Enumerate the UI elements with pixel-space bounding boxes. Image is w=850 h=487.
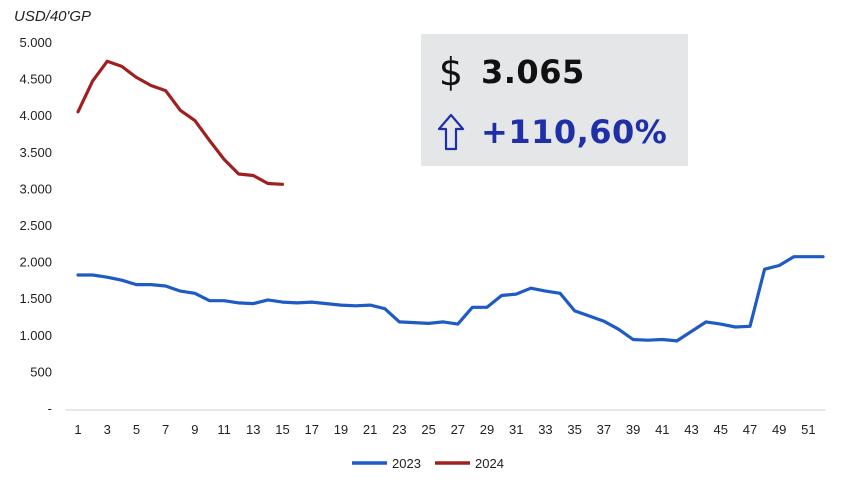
x-tick-label: 43 — [684, 422, 698, 437]
x-tick-label: 25 — [421, 422, 435, 437]
y-tick-label: 3.500 — [19, 145, 52, 160]
x-tick-label: 29 — [480, 422, 494, 437]
y-tick-label: 1.500 — [19, 291, 52, 306]
x-tick-label: 9 — [191, 422, 198, 437]
dollar-sign-icon: $ — [438, 50, 464, 94]
x-tick-label: 39 — [626, 422, 640, 437]
kpi-box: $ 3.065 +110,60% — [421, 34, 688, 166]
x-tick-label: 45 — [714, 422, 728, 437]
y-tick-label: 500 — [30, 364, 52, 379]
x-tick-label: 5 — [133, 422, 140, 437]
y-tick-label: 2.500 — [19, 218, 52, 233]
y-tick-label: 5.000 — [19, 35, 52, 50]
kpi-change-value: +110,60% — [481, 113, 668, 151]
series-line-2024 — [76, 59, 285, 186]
x-tick-label: 33 — [538, 422, 552, 437]
x-tick-label: 49 — [772, 422, 786, 437]
legend-label-2024: 2024 — [475, 456, 504, 471]
kpi-change-row: +110,60% — [421, 107, 688, 157]
x-tick-label: 31 — [509, 422, 523, 437]
x-tick-label: 51 — [801, 422, 815, 437]
x-tick-label: 7 — [162, 422, 169, 437]
series-layer — [76, 59, 825, 343]
x-tick-label: 41 — [655, 422, 669, 437]
y-axis-unit-label: USD/40'GP — [14, 8, 92, 25]
x-tick-label: 19 — [334, 422, 348, 437]
x-tick-label: 21 — [363, 422, 377, 437]
y-tick-label: 4.000 — [19, 108, 52, 123]
legend-label-2023: 2023 — [392, 456, 421, 471]
arrow-up-outline-icon — [421, 113, 481, 151]
y-tick-label: 1.000 — [19, 328, 52, 343]
x-tick-label: 17 — [304, 422, 318, 437]
x-tick-label: 3 — [104, 422, 111, 437]
kpi-price-value: 3.065 — [481, 53, 585, 91]
kpi-price-row: $ 3.065 — [421, 47, 688, 97]
x-tick-label: 15 — [275, 422, 289, 437]
x-tick-label: 1 — [74, 422, 81, 437]
y-tick-label: 3.000 — [19, 181, 52, 196]
x-tick-label: 27 — [451, 422, 465, 437]
x-tick-label: 37 — [597, 422, 611, 437]
legend: 2023 2024 — [352, 456, 504, 471]
y-tick-label: 2.000 — [19, 255, 52, 270]
x-tick-label: 11 — [217, 422, 231, 437]
x-tick-label: 23 — [392, 422, 406, 437]
x-tick-label: 13 — [246, 422, 260, 437]
y-tick-label: 4.500 — [19, 72, 52, 87]
series-line-2023 — [76, 255, 825, 343]
y-tick-label: - — [48, 401, 52, 416]
x-axis: 1 3 5 7 9 11 13 15 17 19 21 23 25 27 29 31 33 35 37 39 41 43 4… — [66, 409, 826, 437]
x-tick-label: 35 — [567, 422, 581, 437]
y-axis: - 500 1.000 1.500 2.000 2.500 3.000 3.500 4.000 4… — [19, 35, 52, 416]
x-tick-label: 47 — [743, 422, 757, 437]
